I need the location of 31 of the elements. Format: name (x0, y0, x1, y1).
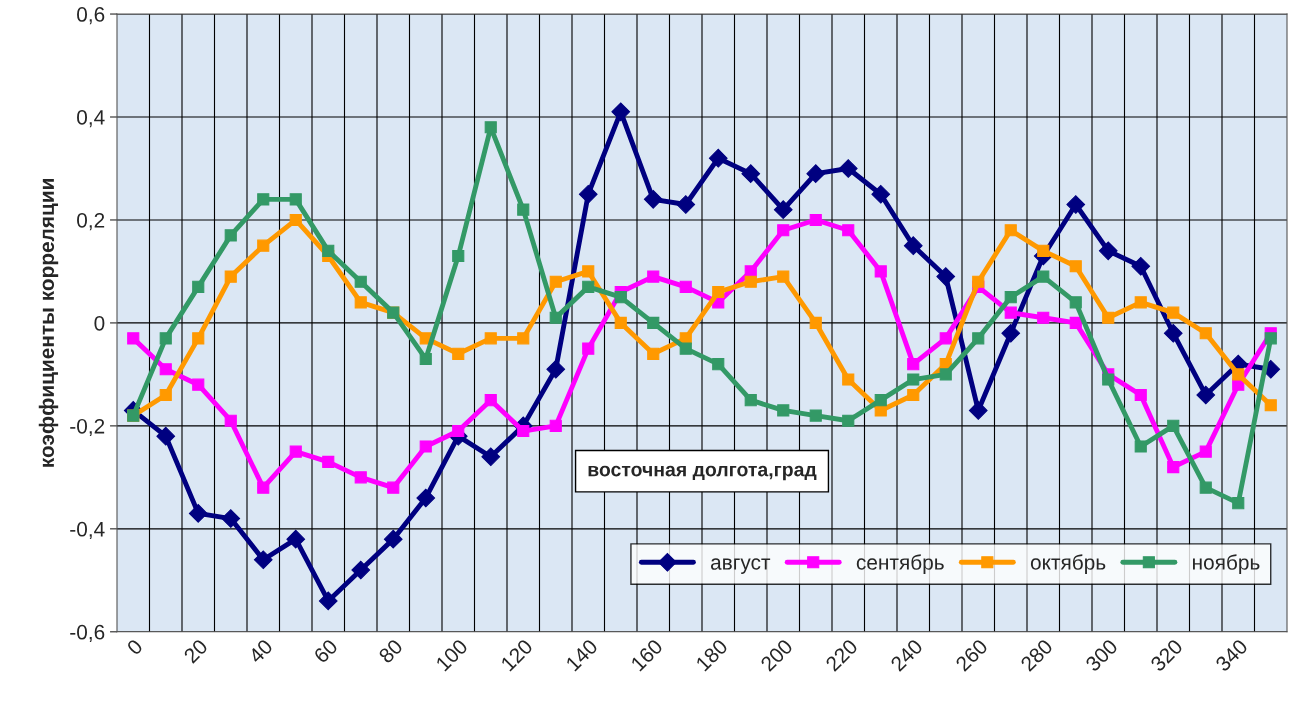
x-tick-label: 20 (183, 638, 209, 664)
x-tick-label: 0 (126, 638, 144, 656)
x-tick-label: 140 (565, 638, 599, 672)
y-tick-label: 0,6 (77, 7, 105, 25)
x-tick-label: 40 (247, 638, 274, 665)
legend-label: ноябрь (1193, 554, 1260, 574)
x-tick-label: 300 (1084, 638, 1119, 673)
x-tick-label: 320 (1149, 638, 1184, 673)
y-tick-label: 0,2 (77, 212, 105, 231)
x-tick-label: 260 (954, 638, 989, 673)
x-tick-label: 340 (1214, 638, 1249, 673)
legend-label: сентябрь (856, 554, 944, 574)
y-axis-title: коэффициенты корреляции (38, 179, 59, 467)
y-tick-label: -0,4 (70, 521, 105, 540)
x-tick-label: 180 (695, 638, 729, 672)
legend-label: октябрь (1030, 554, 1106, 574)
x-tick-label: 200 (759, 638, 794, 673)
y-tick-label: 0 (94, 315, 105, 331)
x-axis-title: восточная долгота,град (588, 465, 817, 481)
x-tick-label: 100 (435, 638, 469, 672)
y-tick-label: 0,4 (77, 110, 105, 128)
y-tick-label: -0,6 (70, 624, 105, 643)
x-tick-label: 280 (1019, 638, 1054, 673)
x-tick-label: 220 (824, 638, 859, 673)
x-tick-label: 160 (630, 638, 664, 672)
y-tick-label: -0,2 (70, 418, 105, 437)
legend-label: август (710, 558, 771, 574)
x-tick-label: 80 (377, 638, 404, 664)
x-tick-label: 240 (889, 638, 924, 673)
x-tick-label: 60 (313, 638, 339, 664)
x-tick-label: 120 (500, 638, 534, 672)
